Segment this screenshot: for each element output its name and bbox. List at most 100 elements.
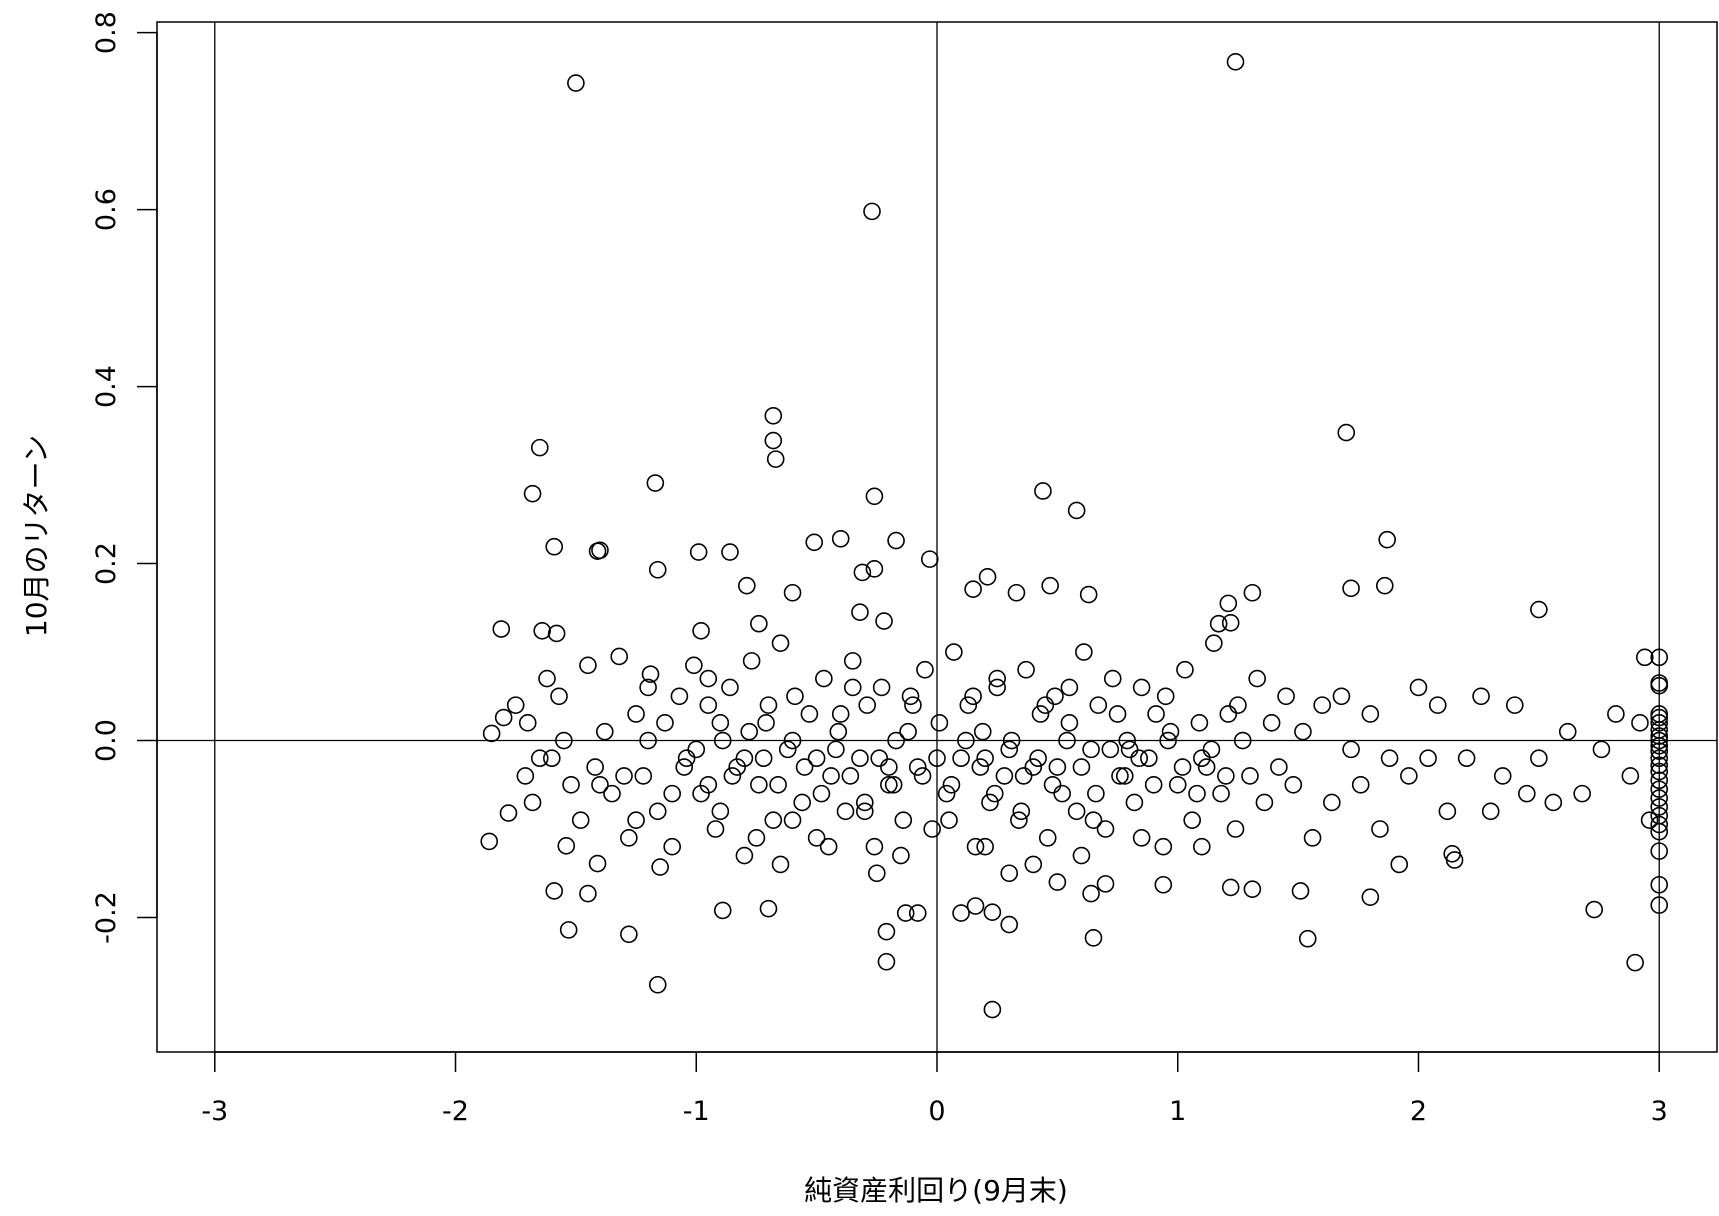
data-point [855,802,874,821]
data-point [545,537,564,556]
data-point [538,669,556,688]
data-point [783,731,802,750]
data-point [721,543,739,561]
data-point [1048,758,1067,776]
x-tick-label: 3 [1651,1096,1668,1127]
data-point [1650,798,1669,816]
data-point [812,784,831,803]
data-point [1481,802,1500,821]
data-point [1046,687,1064,706]
data-point [1573,784,1591,803]
data-point [1202,740,1221,759]
data-point [1229,696,1247,714]
data-point [1036,696,1055,714]
data-point [754,749,773,768]
data-point [1361,888,1380,906]
data-point [738,576,756,595]
data-point [843,678,862,697]
data-point [634,767,653,785]
data-point [887,731,905,750]
data-point [764,431,783,450]
data-point [648,975,667,994]
data-point [646,474,665,492]
data-point [1400,767,1418,785]
data-point [1650,708,1669,727]
data-point [735,846,754,865]
data-point [639,731,657,750]
data-point [1041,576,1059,595]
data-point [1084,811,1103,829]
data-point [610,647,629,666]
data-point [795,758,814,776]
data-point [579,884,597,903]
x-tick-label: -1 [683,1096,710,1127]
data-point [1650,714,1669,732]
data-point [1173,758,1192,776]
data-point [492,620,511,638]
data-point [545,882,564,900]
data-point [959,696,978,714]
data-point [1226,53,1245,71]
x-axis: -3 -2 -1 0 1 2 3 [201,1051,1668,1127]
data-point [740,722,759,741]
data-point [894,811,913,829]
data-point [1650,762,1669,781]
data-point [571,811,590,829]
data-point [988,678,1006,697]
data-point [1493,767,1512,785]
data-point [786,687,804,706]
data-point [687,740,706,759]
data-point [1072,846,1091,865]
data-point [711,802,730,821]
data-point [1650,648,1669,667]
data-point [506,696,525,714]
data-point [1650,727,1669,745]
data-point [1125,793,1144,812]
data-point [675,758,694,776]
data-point [916,660,934,679]
data-point [1226,820,1245,838]
data-point [1241,767,1259,785]
data-point [892,846,910,865]
data-point [778,740,797,759]
data-point [966,837,985,856]
data-point [1096,875,1115,893]
data-point [1034,482,1052,500]
data-point [627,811,645,829]
data-point [547,624,566,643]
data-point [1000,915,1019,934]
data-point [1010,811,1028,829]
data-point [516,767,535,785]
data-point [555,731,573,750]
data-point [1390,855,1409,874]
data-point [692,621,710,640]
data-point [863,202,881,221]
data-point [942,775,961,794]
data-point [620,925,638,944]
data-point [875,612,893,630]
y-tick-label: 0.2 [91,542,122,585]
data-point [1082,740,1100,759]
data-point [663,784,681,803]
data-point [976,749,994,768]
data-point [1262,714,1281,732]
data-point [1361,705,1380,723]
data-point [858,696,876,714]
data-point [976,837,994,856]
x-tick-label: -3 [201,1096,228,1127]
data-point [1161,722,1180,741]
data-point [742,652,761,670]
y-tick-label: 0.6 [91,188,122,231]
data-point [1518,784,1536,803]
data-point [1103,669,1122,688]
data-point [1075,643,1093,661]
data-point [1168,775,1187,794]
data-point [677,749,696,768]
data-point [807,829,826,847]
data-point [908,758,927,776]
data-point [973,722,992,741]
y-axis: -0.2 0.0 0.2 0.4 0.6 0.8 [91,11,158,944]
data-point [750,614,768,633]
data-point [923,820,941,838]
